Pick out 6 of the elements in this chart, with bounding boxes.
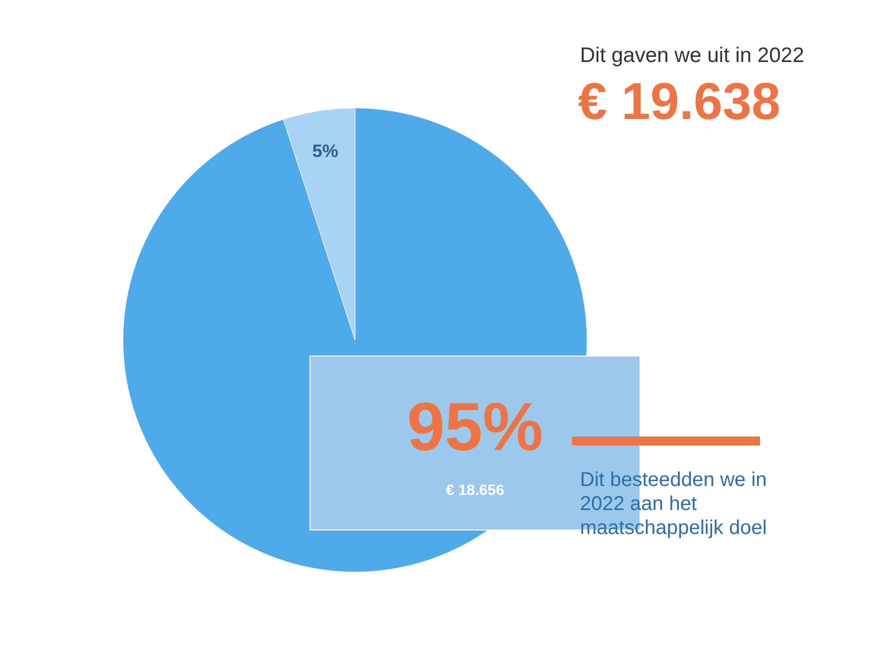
text: Dit gaven we uit in 2022	[580, 44, 804, 67]
chart-subtitle: € 19.638	[578, 73, 780, 131]
data-label: 95%	[406, 389, 544, 465]
data-label: 5%	[312, 141, 338, 162]
text: Dit besteedden we in 2022 aan het maatschappelijk doel	[580, 469, 767, 539]
text: € 18.656	[446, 482, 504, 499]
